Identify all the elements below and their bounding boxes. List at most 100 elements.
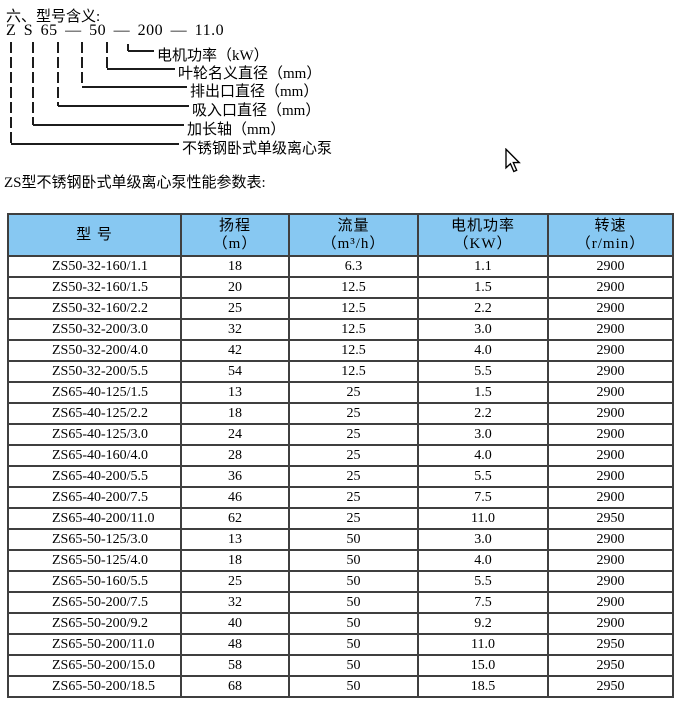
table-cell: 2900 — [547, 339, 674, 362]
table-cell: 25 — [180, 570, 290, 593]
table-cell: 12.5 — [288, 360, 419, 383]
table-cell: 9.2 — [417, 612, 549, 635]
table-cell: 4.0 — [417, 549, 549, 572]
table-cell: ZS65-50-200/7.5 — [7, 591, 182, 614]
table-cell: 2900 — [547, 612, 674, 635]
column-header-flow: 流量 （m³/h） — [288, 213, 419, 257]
table-cell: 25 — [180, 297, 290, 320]
table-cell: 50 — [288, 549, 419, 572]
column-header-motor-power: 电机功率 （KW） — [417, 213, 549, 257]
table-cell: 18 — [180, 255, 290, 278]
table-cell: 2900 — [547, 465, 674, 488]
table-cell: 3.0 — [417, 528, 549, 551]
table-cell: ZS65-50-125/3.0 — [7, 528, 182, 551]
table-row: ZS65-50-200/11.0 48 50 11.0 2950 — [7, 633, 674, 656]
table-cell: 2900 — [547, 549, 674, 572]
connector-lines-icon — [10, 42, 189, 145]
table-cell: ZS65-40-160/4.0 — [7, 444, 182, 467]
table-cell: ZS50-32-200/5.5 — [7, 360, 182, 383]
table-cell: 18 — [180, 549, 290, 572]
table-title: ZS型不锈钢卧式单级离心泵性能参数表: — [4, 175, 266, 191]
table-cell: 2950 — [547, 654, 674, 677]
table-cell: 58 — [180, 654, 290, 677]
table-cell: ZS65-40-200/5.5 — [7, 465, 182, 488]
table-cell: 25 — [288, 486, 419, 509]
column-header-head: 扬程 （m） — [180, 213, 290, 257]
performance-table: 型 号 扬程 （m） 流量 （m³/h） 电机功率 （KW） 转速 （r/ — [7, 213, 674, 698]
table-cell: ZS50-32-160/2.2 — [7, 297, 182, 320]
diagram-label-suction-diameter: 吸入口直径（mm） — [192, 103, 321, 119]
table-cell: 11.0 — [417, 633, 549, 656]
table-cell: 50 — [288, 675, 419, 698]
table-cell: 50 — [288, 612, 419, 635]
table-cell: 5.5 — [417, 570, 549, 593]
table-cell: 2900 — [547, 486, 674, 509]
table-cell: 13 — [180, 381, 290, 404]
table-cell: ZS50-32-200/3.0 — [7, 318, 182, 341]
table-cell: 20 — [180, 276, 290, 299]
table-cell: 50 — [288, 654, 419, 677]
table-cell: 5.5 — [417, 360, 549, 383]
table-cell: 2.2 — [417, 402, 549, 425]
mouse-cursor-icon — [505, 148, 521, 173]
table-cell: 28 — [180, 444, 290, 467]
table-cell: 4.0 — [417, 339, 549, 362]
table-cell: 32 — [180, 318, 290, 341]
table-cell: 18.5 — [417, 675, 549, 698]
section-title: 六、型号含义: — [6, 9, 101, 25]
table-cell: 7.5 — [417, 591, 549, 614]
table-row: ZS65-40-200/5.5 36 25 5.5 2900 — [7, 465, 674, 488]
table-cell: 2900 — [547, 528, 674, 551]
table-cell: 48 — [180, 633, 290, 656]
table-cell: 2900 — [547, 360, 674, 383]
table-cell: 2900 — [547, 402, 674, 425]
diagram-label-extended-shaft: 加长轴（mm） — [187, 122, 286, 138]
table-cell: 12.5 — [288, 297, 419, 320]
table-row: ZS65-40-125/1.5 13 25 1.5 2900 — [7, 381, 674, 404]
table-row: ZS65-50-125/4.0 18 50 4.0 2900 — [7, 549, 674, 572]
table-cell: 36 — [180, 465, 290, 488]
table-body: ZS50-32-160/1.1 18 6.3 1.1 2900 ZS50-32-160/1… — [7, 255, 674, 698]
table-cell: 2900 — [547, 297, 674, 320]
table-cell: 62 — [180, 507, 290, 530]
table-cell: 50 — [288, 633, 419, 656]
diagram-label-discharge-diameter: 排出口直径（mm） — [190, 84, 319, 100]
table-cell: 1.5 — [417, 381, 549, 404]
table-cell: ZS65-50-200/11.0 — [7, 633, 182, 656]
table-cell: 12.5 — [288, 276, 419, 299]
table-cell: 1.1 — [417, 255, 549, 278]
table-cell: 2950 — [547, 507, 674, 530]
table-row: ZS65-50-200/9.2 40 50 9.2 2900 — [7, 612, 674, 635]
table-cell: ZS65-50-125/4.0 — [7, 549, 182, 572]
table-cell: 50 — [288, 528, 419, 551]
table-cell: 68 — [180, 675, 290, 698]
diagram-label-pump-type: 不锈钢卧式单级离心泵 — [182, 141, 333, 157]
table-cell: 12.5 — [288, 318, 419, 341]
header-row: 型 号 扬程 （m） 流量 （m³/h） 电机功率 （KW） 转速 （r/ — [7, 213, 674, 257]
table-cell: 1.5 — [417, 276, 549, 299]
table-row: ZS65-50-200/7.5 32 50 7.5 2900 — [7, 591, 674, 614]
model-code-line: Z S 65 — 50 — 200 — 11.0 — [6, 22, 225, 39]
table-cell: 2900 — [547, 591, 674, 614]
table-row: ZS50-32-160/2.2 25 12.5 2.2 2900 — [7, 297, 674, 320]
table-cell: 50 — [288, 570, 419, 593]
table-cell: ZS65-40-125/1.5 — [7, 381, 182, 404]
column-header-model: 型 号 — [7, 213, 182, 257]
table-cell: 25 — [288, 465, 419, 488]
table-cell: 25 — [288, 423, 419, 446]
table-cell: ZS65-40-200/7.5 — [7, 486, 182, 509]
table-cell: ZS65-40-125/2.2 — [7, 402, 182, 425]
table-row: ZS65-40-125/2.2 18 25 2.2 2900 — [7, 402, 674, 425]
table-cell: 25 — [288, 381, 419, 404]
table-cell: 2900 — [547, 255, 674, 278]
table-row: ZS65-50-125/3.0 13 50 3.0 2900 — [7, 528, 674, 551]
table-cell: ZS65-50-200/18.5 — [7, 675, 182, 698]
table-row: ZS50-32-200/3.0 32 12.5 3.0 2900 — [7, 318, 674, 341]
table-cell: 2950 — [547, 633, 674, 656]
column-header-speed: 转速 （r/min） — [547, 213, 674, 257]
table-cell: 40 — [180, 612, 290, 635]
diagram-label-motor-power: 电机功率（kW） — [157, 48, 269, 64]
table-cell: 3.0 — [417, 423, 549, 446]
table-cell: 2900 — [547, 318, 674, 341]
table-cell: ZS65-40-125/3.0 — [7, 423, 182, 446]
